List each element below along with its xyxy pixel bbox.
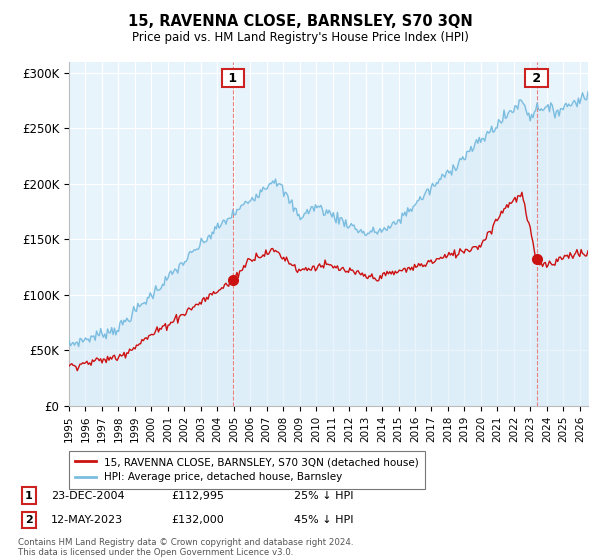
Text: 25% ↓ HPI: 25% ↓ HPI	[294, 491, 353, 501]
Text: 2: 2	[528, 72, 545, 85]
Text: 23-DEC-2004: 23-DEC-2004	[51, 491, 125, 501]
Text: 15, RAVENNA CLOSE, BARNSLEY, S70 3QN: 15, RAVENNA CLOSE, BARNSLEY, S70 3QN	[128, 14, 472, 29]
Text: Contains HM Land Registry data © Crown copyright and database right 2024.
This d: Contains HM Land Registry data © Crown c…	[18, 538, 353, 557]
Text: Price paid vs. HM Land Registry's House Price Index (HPI): Price paid vs. HM Land Registry's House …	[131, 31, 469, 44]
Text: £132,000: £132,000	[171, 515, 224, 525]
Legend: 15, RAVENNA CLOSE, BARNSLEY, S70 3QN (detached house), HPI: Average price, detac: 15, RAVENNA CLOSE, BARNSLEY, S70 3QN (de…	[69, 451, 425, 488]
Text: 1: 1	[224, 72, 242, 85]
Text: £112,995: £112,995	[171, 491, 224, 501]
Text: 45% ↓ HPI: 45% ↓ HPI	[294, 515, 353, 525]
Text: 2: 2	[25, 515, 32, 525]
Text: 12-MAY-2023: 12-MAY-2023	[51, 515, 123, 525]
Text: 1: 1	[25, 491, 32, 501]
